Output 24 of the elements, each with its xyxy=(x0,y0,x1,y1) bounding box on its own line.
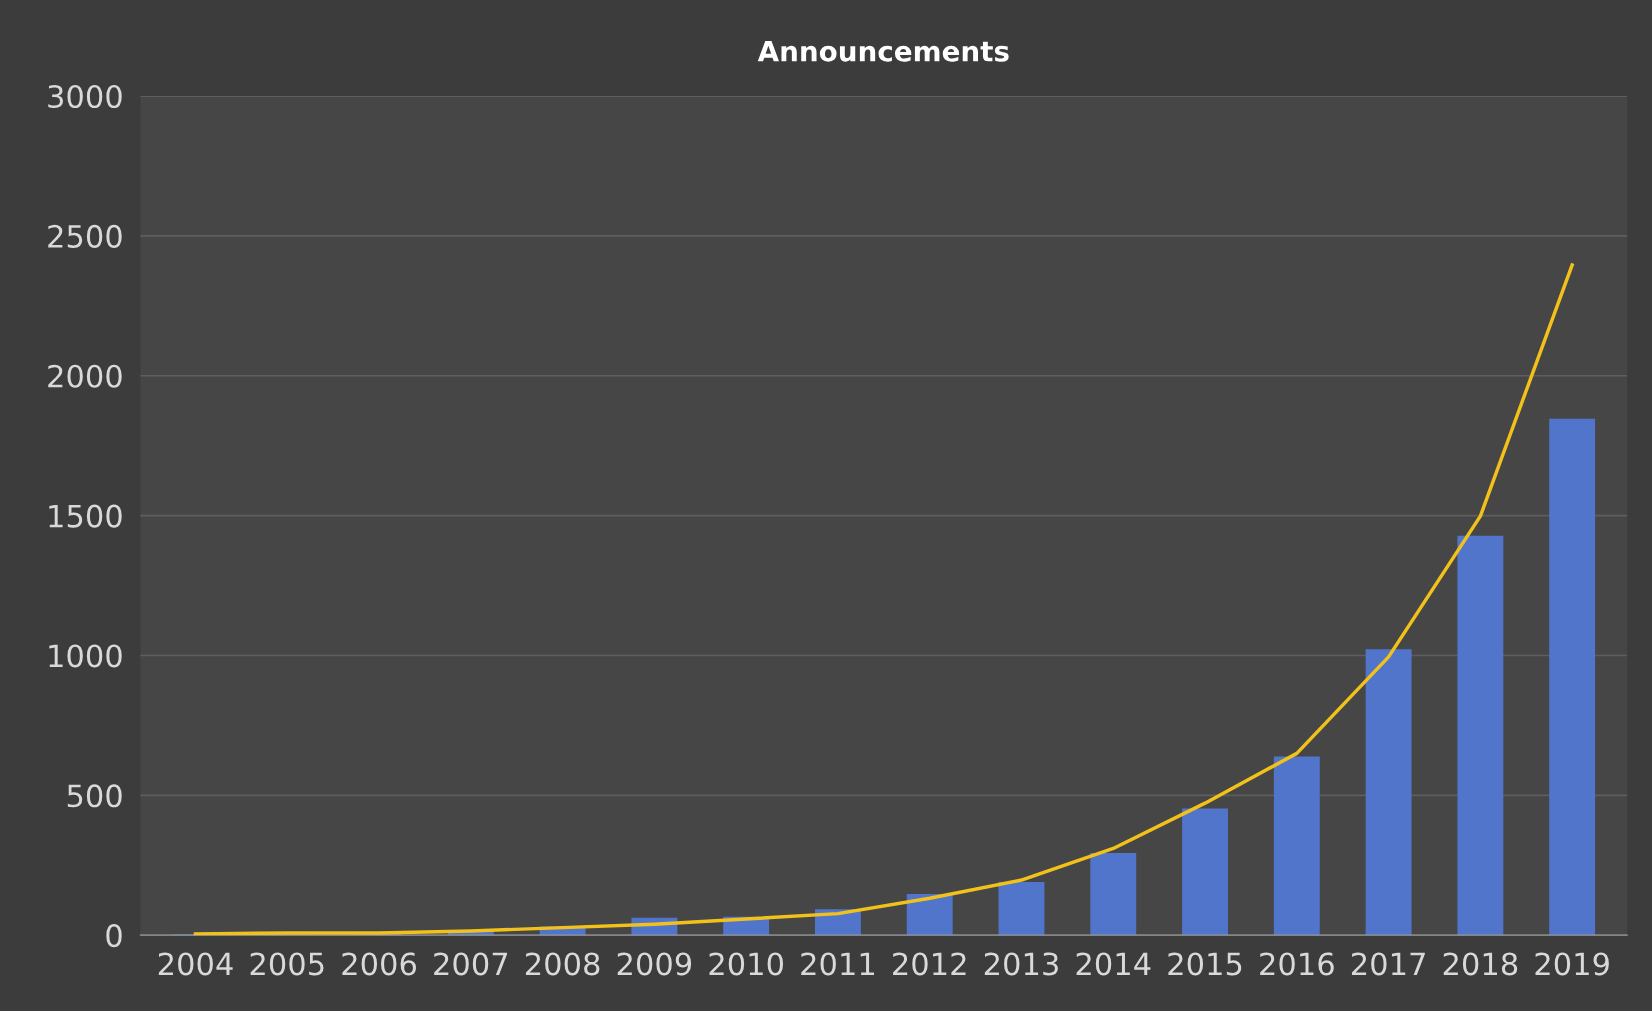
x-tick-label: 2008 xyxy=(525,952,600,976)
y-tick-label: 0 xyxy=(106,924,122,948)
x-tick-label: 2005 xyxy=(250,952,324,976)
x-tick-label: 2014 xyxy=(1076,952,1151,976)
y-tick-label: 1500 xyxy=(49,504,122,528)
x-tick-label: 2007 xyxy=(434,952,508,976)
x-tick-label: 2013 xyxy=(984,952,1058,976)
x-tick-label: 2009 xyxy=(617,952,692,976)
x-tick-label: 2012 xyxy=(893,952,966,976)
x-tick-label: 2016 xyxy=(1260,952,1334,976)
x-tick-label: 2011 xyxy=(801,952,874,976)
x-tick-label: 2015 xyxy=(1168,952,1242,976)
x-tick-label: 2019 xyxy=(1535,952,1609,976)
y-tick-label: 2500 xyxy=(48,224,122,248)
y-tick-label: 2000 xyxy=(48,364,122,388)
chart-title: Announcements xyxy=(757,41,1009,62)
y-tick-label: 500 xyxy=(67,784,122,808)
y-tick-label: 3000 xyxy=(48,84,122,109)
y-tick-label: 1000 xyxy=(49,644,122,668)
x-tick-label: 2004 xyxy=(158,952,233,976)
x-tick-label: 2010 xyxy=(709,952,783,976)
x-tick-label: 2017 xyxy=(1351,952,1425,976)
x-tick-label: 2006 xyxy=(342,952,416,976)
x-tick-label: 2018 xyxy=(1443,952,1518,976)
